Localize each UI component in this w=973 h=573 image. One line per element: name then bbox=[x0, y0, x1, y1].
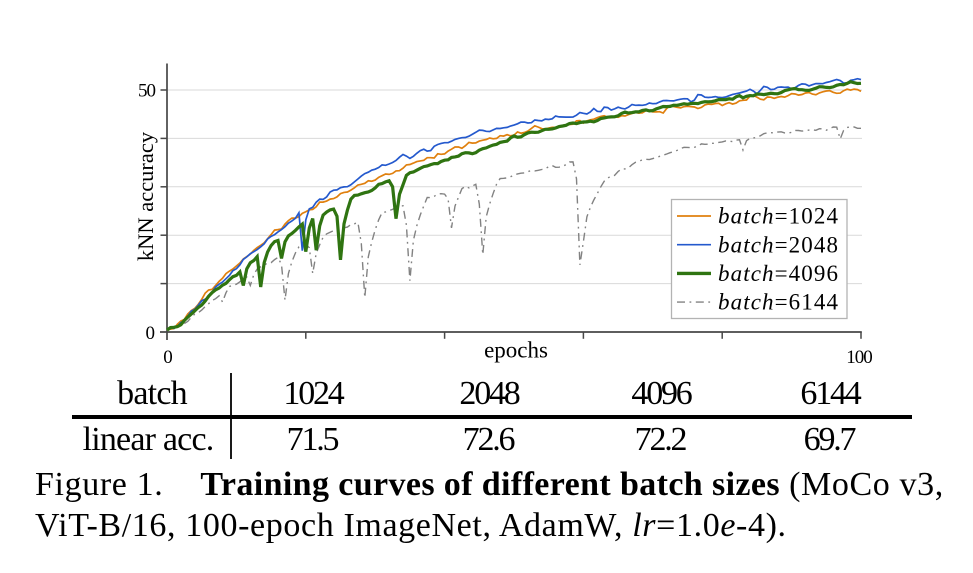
svg-text:batch=2048: batch=2048 bbox=[718, 232, 839, 257]
svg-text:50: 50 bbox=[138, 81, 156, 102]
svg-text:batch=4096: batch=4096 bbox=[718, 261, 839, 286]
svg-text:kNN accuracy: kNN accuracy bbox=[133, 131, 158, 261]
svg-text:0: 0 bbox=[163, 347, 173, 368]
svg-text:0: 0 bbox=[146, 323, 156, 344]
svg-text:100: 100 bbox=[846, 347, 872, 368]
svg-text:batch=1024: batch=1024 bbox=[718, 204, 839, 229]
svg-text:epochs: epochs bbox=[484, 338, 548, 363]
svg-text:batch=6144: batch=6144 bbox=[718, 290, 839, 315]
